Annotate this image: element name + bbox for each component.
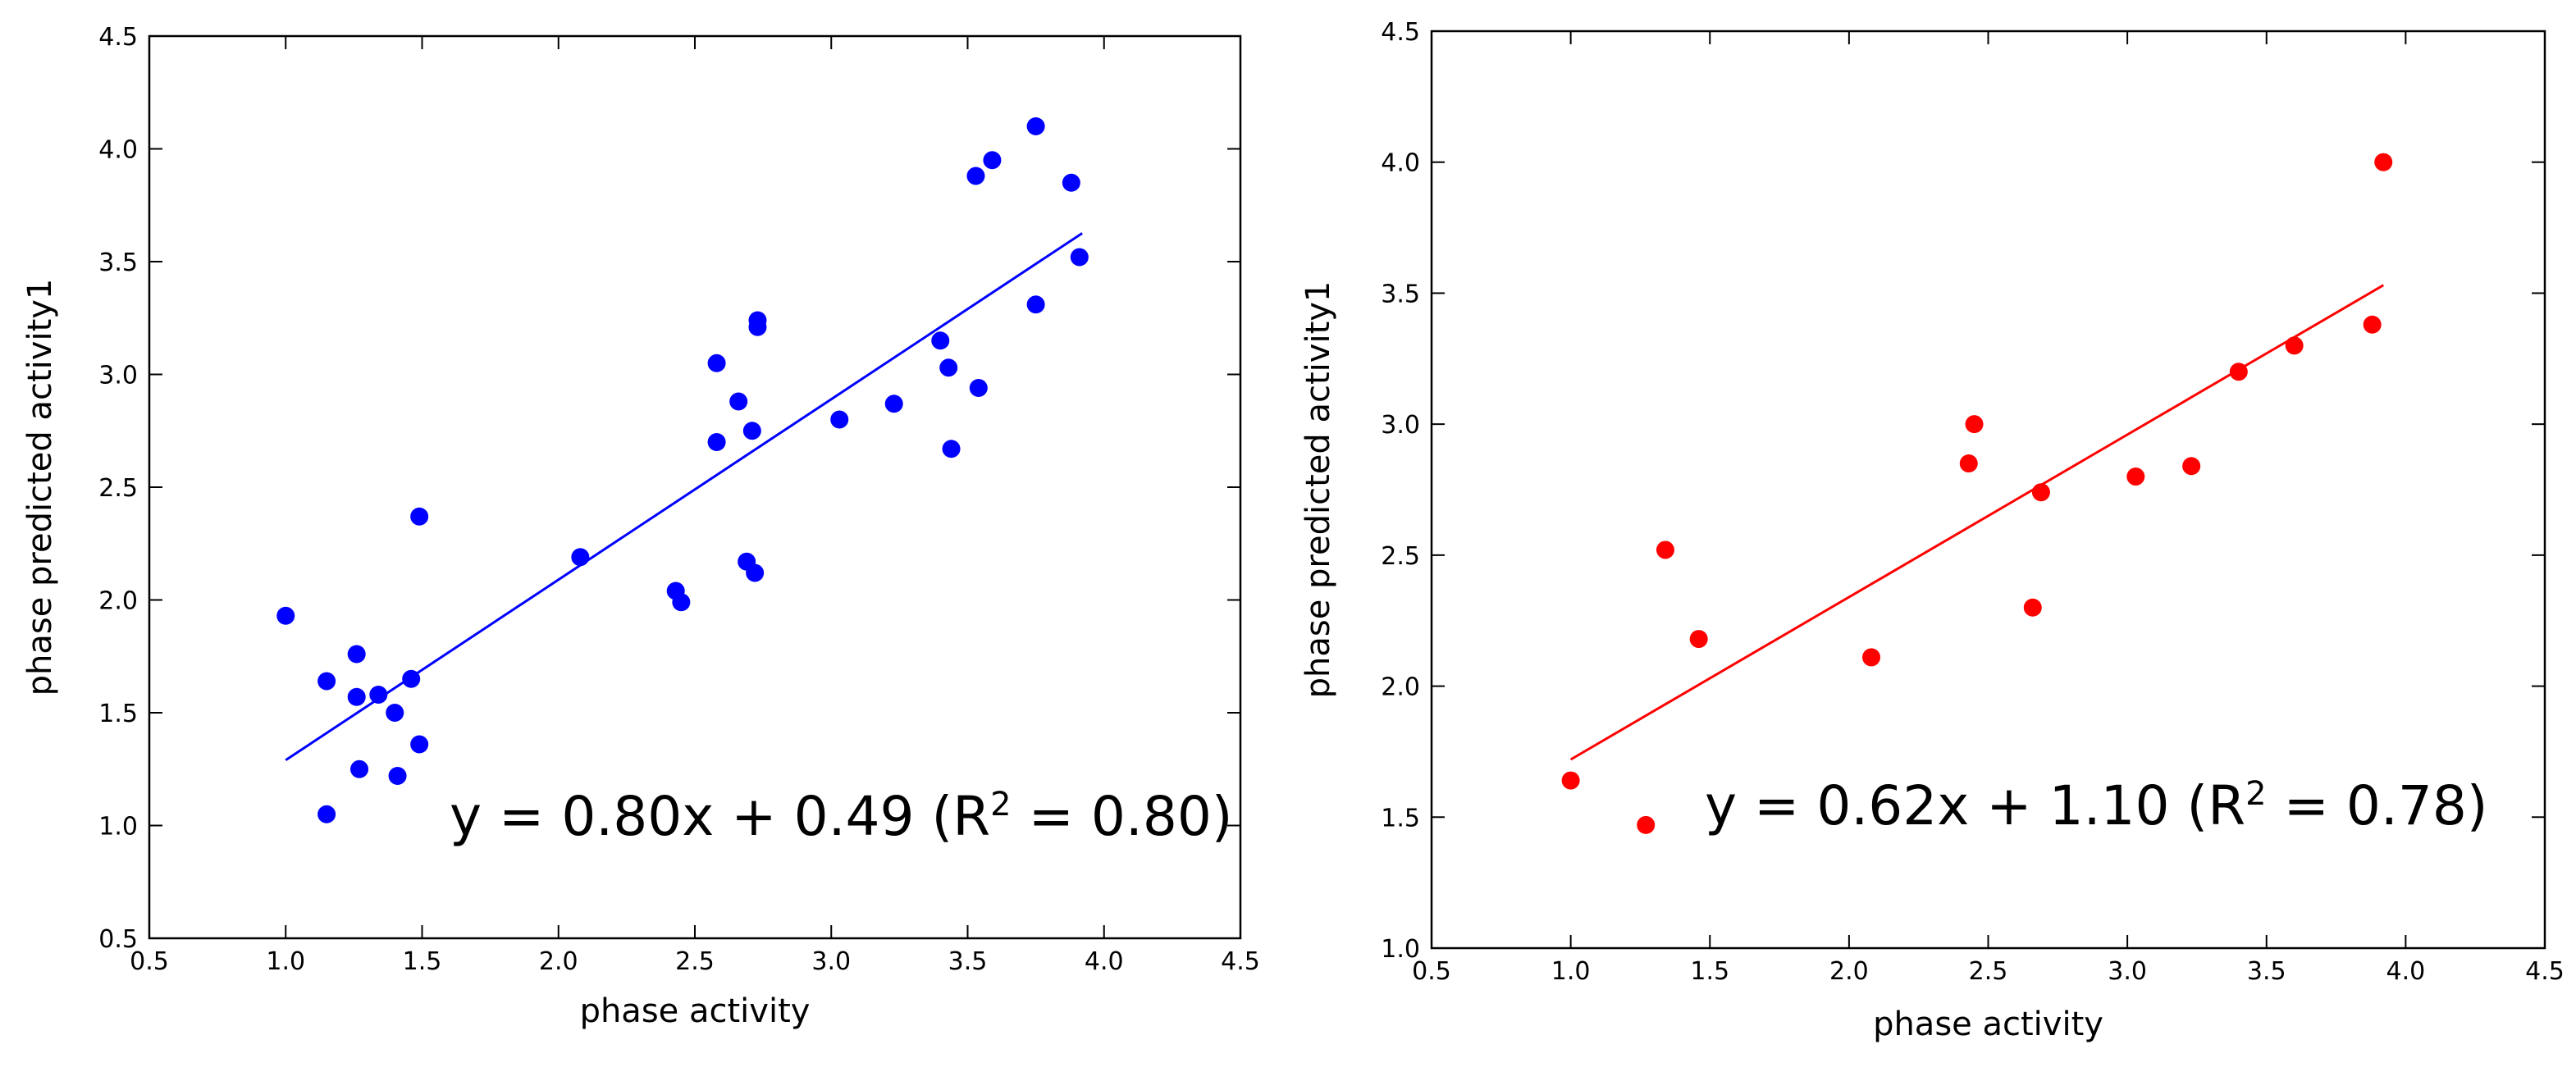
x-tick-label: 1.0 [1551,957,1591,986]
data-point [2023,598,2042,617]
y-tick-label: 3.5 [98,249,138,277]
y-tick-label: 1.0 [98,813,138,842]
data-point [410,735,429,754]
data-point [1656,540,1674,559]
data-point [386,704,404,722]
regression-equation: y = 0.62x + 1.10 (R2 = 0.78) [1705,774,2488,837]
data-point [707,433,726,451]
data-point [748,311,767,330]
data-point [942,440,961,458]
x-tick-label: 2.0 [539,947,578,976]
y-tick-label: 4.0 [1381,149,1420,178]
y-tick-label: 3.5 [1381,280,1420,308]
data-point [402,669,421,688]
data-point [2285,336,2304,355]
x-tick-label: 2.5 [1969,957,2008,986]
y-tick-label: 0.5 [98,925,138,954]
chart-1: 0.5 1.0 1.5 2.0 2.5 3.0 3.5 4.0 4.5 0.5 1.0 1.5 2.0 2… [21,23,1260,1030]
y-tick-label: 4.5 [98,23,138,52]
data-point [884,395,903,413]
data-point [2363,315,2382,334]
x-tick-label: 4.5 [2525,957,2565,986]
data-point [571,548,590,567]
data-point [2031,483,2050,502]
x-tick-label: 1.5 [1690,957,1729,986]
x-tick-label: 4.0 [1085,947,1124,976]
data-point [983,151,1002,170]
x-tick-label: 1.5 [403,947,442,976]
data-point [2229,363,2248,381]
data-point [2182,457,2201,476]
y-tick-label: 2.0 [1381,673,1420,702]
data-point [931,331,950,350]
data-point [1959,454,1978,473]
data-point [1965,415,1984,434]
data-point [317,672,336,691]
data-point [707,353,726,372]
y-tick-label: 3.0 [98,362,138,390]
data-point [1862,648,1881,667]
data-point [742,422,761,440]
x-tick-label: 3.0 [811,947,851,976]
data-point [347,687,366,706]
data-point [317,805,336,823]
data-point [369,686,388,704]
y-tick-label: 2.0 [98,587,138,616]
data-point [1689,630,1708,649]
data-point [2126,468,2145,486]
x-tick-label: 0.5 [130,947,169,976]
chart-2: 0.5 1.0 1.5 2.0 2.5 3.0 3.5 4.0 4.51.01.52.02.53… [1299,18,2565,1043]
y-tick-label: 1.5 [1381,804,1420,832]
data-point [1026,117,1045,135]
x-tick-label: 2.5 [675,947,715,976]
data-point [1026,295,1045,314]
y-tick-label: 1.5 [98,700,138,728]
data-point [1070,248,1089,267]
data-point [830,410,849,429]
x-tick-label: 1.0 [266,947,305,976]
x-tick-label: 0.5 [1412,957,1451,986]
x-tick-label: 4.0 [2386,957,2426,986]
x-tick-label: 3.5 [948,947,988,976]
regression-line [1569,284,2384,761]
y-tick-label: 2.5 [1381,542,1420,571]
y-tick-label: 4.5 [1381,18,1420,47]
y-tick-label: 2.5 [98,474,138,503]
data-point [1062,173,1080,192]
y-axis-label: phase predicted activity1 [1299,281,1337,699]
x-axis-label: phase activity [580,992,811,1030]
data-point [966,166,985,185]
x-tick-label: 4.5 [1221,947,1260,976]
x-tick-label: 3.5 [2247,957,2286,986]
x-tick-label: 3.0 [2108,957,2147,986]
data-point [388,767,407,785]
data-point [969,379,988,397]
data-point [746,563,765,582]
data-point [2374,153,2393,171]
data-point [1561,771,1580,790]
data-point [939,358,958,377]
data-point [410,507,429,526]
data-point [347,645,366,664]
data-point [350,759,369,778]
y-tick-label: 4.0 [98,136,138,165]
y-tick-label: 1.0 [1381,935,1420,964]
y-axis-label: phase predicted activity1 [21,279,59,696]
data-point [276,606,295,625]
regression-line [285,232,1083,762]
y-tick-label: 3.0 [1381,411,1420,440]
x-axis-label: phase activity [1873,1006,2103,1043]
regression-equation: y = 0.80x + 0.49 (R2 = 0.80) [450,785,1233,848]
data-point [672,593,691,612]
data-point [1637,815,1656,834]
data-point [729,392,748,411]
x-tick-label: 2.0 [1829,957,1869,986]
